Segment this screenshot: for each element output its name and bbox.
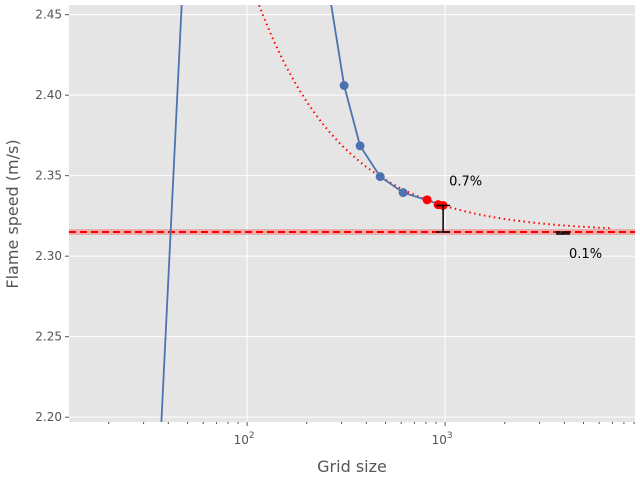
chart-marks: 0.7% 0.1%: [69, 5, 635, 470]
extrapolation-band: [69, 229, 635, 236]
y-tick-label: 2.35: [35, 169, 62, 183]
axis-ticks: 2.20 2.25 2.30 2.35 2.40 2.45 102 103: [35, 8, 635, 447]
simulation-point: [339, 81, 349, 91]
simulation-point: [355, 141, 365, 151]
plot-area: [69, 5, 635, 422]
error-annotation-label: 0.1%: [569, 247, 602, 262]
simulation-point: [155, 461, 164, 470]
y-tick-label: 2.20: [35, 410, 62, 424]
y-tick-label: 2.30: [35, 249, 62, 263]
gridlines: [69, 5, 635, 422]
y-tick-label: 2.40: [35, 88, 62, 102]
x-tick-label: 103: [432, 431, 453, 447]
y-tick-label: 2.25: [35, 330, 62, 344]
simulation-point: [398, 188, 408, 198]
error-annotation-label: 0.7%: [449, 174, 482, 189]
y-axis-label: Flame speed (m/s): [3, 139, 22, 288]
simulation-point: [375, 172, 385, 182]
y-tick-label: 2.45: [35, 8, 62, 22]
extrapolation-point: [422, 195, 432, 205]
x-tick-label: 102: [234, 431, 255, 447]
x-axis-label: Grid size: [317, 457, 387, 476]
